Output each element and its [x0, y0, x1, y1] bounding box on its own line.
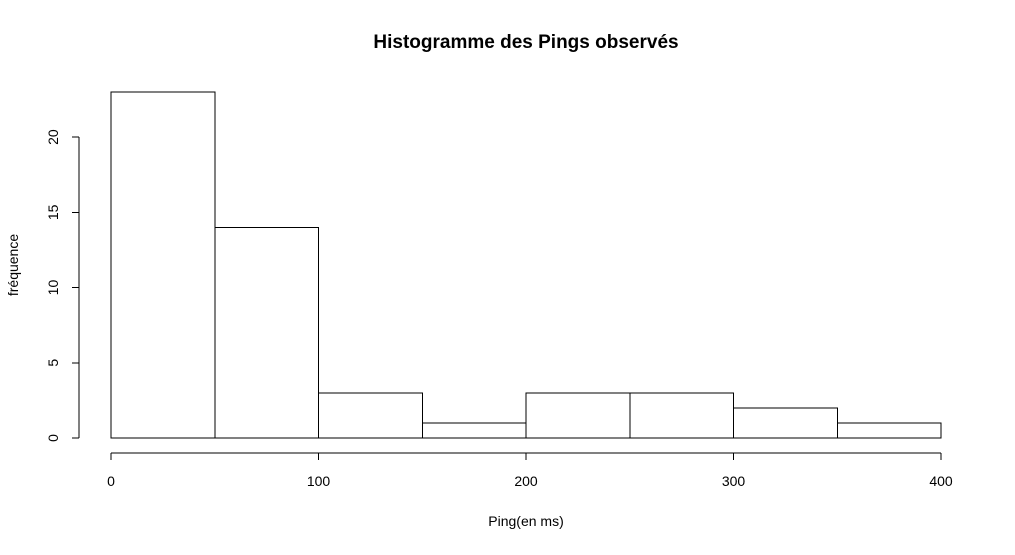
- histogram-bars: [110, 91, 942, 439]
- histogram-bar-0: [110, 91, 216, 439]
- y-tick-label-3: 15: [45, 204, 61, 220]
- histogram-bar-4: [525, 392, 631, 439]
- x-tick-label-4: 400: [929, 473, 953, 489]
- x-tick-label-3: 300: [722, 473, 746, 489]
- x-tick-label-1: 100: [307, 473, 331, 489]
- histogram-bar-7: [836, 422, 942, 439]
- histogram-bar-5: [629, 392, 734, 439]
- y-tick-label-4: 20: [45, 129, 61, 145]
- histogram-bar-3: [421, 422, 527, 439]
- x-axis: 0 100 200 300 400: [107, 452, 953, 489]
- histogram-bar-1: [214, 226, 319, 439]
- y-tick-label-2: 10: [45, 280, 61, 296]
- x-tick-label-0: 0: [107, 473, 115, 489]
- y-axis: 0 5 10 15 20: [45, 129, 80, 442]
- x-axis-label: Ping(en ms): [488, 513, 563, 529]
- histogram-bar-2: [318, 392, 423, 439]
- histogram-bar-6: [733, 407, 838, 439]
- chart-title: Histogramme des Pings observés: [373, 32, 678, 53]
- y-tick-label-1: 5: [45, 359, 61, 367]
- y-tick-label-0: 0: [45, 434, 61, 442]
- x-tick-label-2: 200: [514, 473, 538, 489]
- y-axis-label: fréquence: [5, 234, 21, 296]
